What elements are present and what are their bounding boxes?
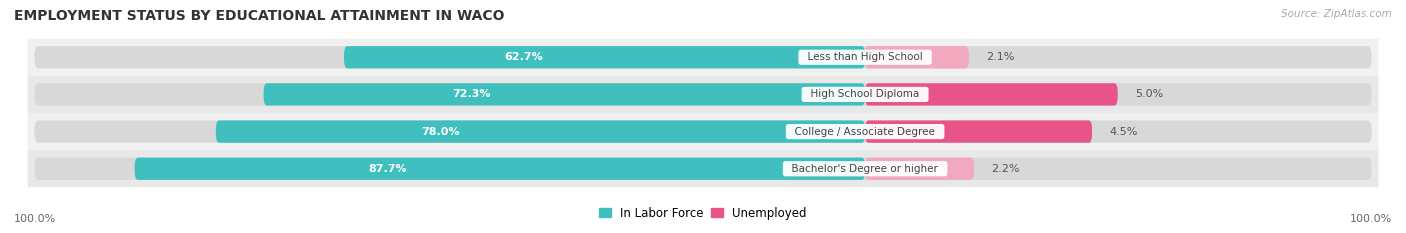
FancyBboxPatch shape: [865, 158, 974, 180]
Text: 2.2%: 2.2%: [991, 164, 1019, 174]
Text: 100.0%: 100.0%: [14, 214, 56, 224]
FancyBboxPatch shape: [217, 120, 865, 143]
Text: 78.0%: 78.0%: [422, 127, 460, 137]
FancyBboxPatch shape: [28, 113, 1378, 150]
Text: 100.0%: 100.0%: [1350, 214, 1392, 224]
Text: 62.7%: 62.7%: [505, 52, 543, 62]
FancyBboxPatch shape: [263, 83, 865, 106]
FancyBboxPatch shape: [344, 46, 865, 69]
Text: Bachelor's Degree or higher: Bachelor's Degree or higher: [786, 164, 945, 174]
FancyBboxPatch shape: [34, 83, 1372, 106]
Text: EMPLOYMENT STATUS BY EDUCATIONAL ATTAINMENT IN WACO: EMPLOYMENT STATUS BY EDUCATIONAL ATTAINM…: [14, 9, 505, 23]
Text: Less than High School: Less than High School: [801, 52, 929, 62]
Text: 87.7%: 87.7%: [368, 164, 406, 174]
FancyBboxPatch shape: [28, 150, 1378, 187]
Text: College / Associate Degree: College / Associate Degree: [789, 127, 942, 137]
FancyBboxPatch shape: [865, 120, 1092, 143]
FancyBboxPatch shape: [34, 158, 1372, 180]
FancyBboxPatch shape: [135, 158, 865, 180]
Text: 72.3%: 72.3%: [453, 89, 491, 99]
Text: 4.5%: 4.5%: [1109, 127, 1137, 137]
Legend: In Labor Force, Unemployed: In Labor Force, Unemployed: [595, 202, 811, 225]
FancyBboxPatch shape: [28, 76, 1378, 113]
FancyBboxPatch shape: [865, 46, 969, 69]
FancyBboxPatch shape: [34, 46, 1372, 69]
Text: 5.0%: 5.0%: [1135, 89, 1164, 99]
Text: High School Diploma: High School Diploma: [804, 89, 927, 99]
FancyBboxPatch shape: [865, 83, 1118, 106]
FancyBboxPatch shape: [34, 120, 1372, 143]
Text: Source: ZipAtlas.com: Source: ZipAtlas.com: [1281, 9, 1392, 19]
Text: 2.1%: 2.1%: [987, 52, 1015, 62]
FancyBboxPatch shape: [28, 39, 1378, 76]
